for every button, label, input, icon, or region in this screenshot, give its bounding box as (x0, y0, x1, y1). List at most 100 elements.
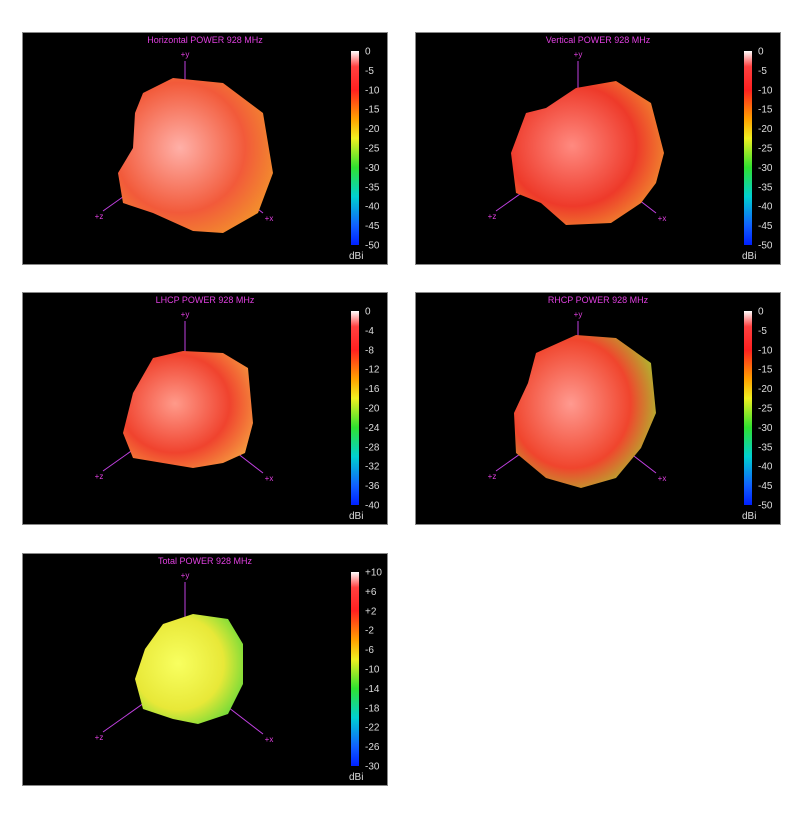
colorbar-tick-label: +2 (365, 606, 377, 617)
colorbar-tick-label: -20 (758, 124, 773, 135)
radiation-pattern (118, 78, 273, 233)
colorbar-tick-label: +6 (365, 587, 377, 598)
pattern-panel: Vertical POWER 928 MHz +y +z +x 0 -5 -10 -15 -20… (415, 32, 781, 265)
radiation-pattern (511, 81, 664, 225)
colorbar-tick-label: -50 (758, 501, 773, 512)
axis-label: +y (181, 571, 190, 580)
colorbar-tick-label: -15 (758, 365, 773, 376)
pattern-plot: Horizontal POWER 928 MHz +y +z +x 0 -5 -10 -15 -… (95, 35, 380, 262)
axis-label: +y (181, 50, 190, 59)
colorbar-tick-label: -10 (365, 665, 380, 676)
axis-label: +x (265, 474, 274, 483)
axis-label: +x (265, 214, 274, 223)
colorbar-tick-label: -12 (365, 365, 380, 376)
colorbar-tick-label: -40 (365, 202, 380, 213)
colorbar-tick-label: -10 (758, 85, 773, 96)
colorbar (351, 572, 359, 766)
axis-label: +y (181, 310, 190, 319)
colorbar-tick-label: -40 (758, 202, 773, 213)
colorbar-tick-label: -25 (758, 144, 773, 155)
panel-title: LHCP POWER 928 MHz (156, 295, 255, 305)
pattern-plot: Vertical POWER 928 MHz +y +z +x 0 -5 -10 -15 -20… (488, 35, 773, 262)
radiation-pattern (123, 351, 253, 468)
colorbar-tick-label: -5 (758, 66, 767, 77)
radiation-pattern (135, 614, 243, 724)
axis-label: +z (95, 212, 104, 221)
colorbar-tick-label: -35 (758, 182, 773, 193)
axis-label: +x (265, 735, 274, 744)
pattern-plot: LHCP POWER 928 MHz +y +z +x 0 -4 -8 -12 -16 -20 -2… (95, 295, 380, 522)
colorbar-tick-label: -30 (758, 423, 773, 434)
colorbar (744, 311, 752, 505)
colorbar-tick-label: -15 (758, 105, 773, 116)
colorbar-tick-label: -10 (365, 85, 380, 96)
colorbar-tick-label: -50 (365, 241, 380, 252)
colorbar-unit: dBi (742, 511, 756, 522)
colorbar-tick-label: 0 (365, 307, 371, 318)
colorbar-unit: dBi (742, 251, 756, 262)
colorbar-tick-label: -25 (758, 404, 773, 415)
pattern-plot: RHCP POWER 928 MHz +y +z +x 0 -5 -10 -15 -20 -25 -… (488, 295, 773, 522)
colorbar-tick-label: -45 (758, 481, 773, 492)
colorbar-tick-label: -40 (365, 501, 380, 512)
axis-label: +x (658, 214, 667, 223)
colorbar-tick-label: -6 (365, 645, 374, 656)
colorbar-tick-label: 0 (758, 307, 764, 318)
colorbar-tick-label: -20 (758, 384, 773, 395)
axis-label: +y (574, 50, 583, 59)
colorbar-tick-label: -20 (365, 404, 380, 415)
colorbar-tick-label: -45 (365, 221, 380, 232)
pattern-panel: Total POWER 928 MHz +y +z +x +10 +6 +2 -2 -6 -10 -… (22, 553, 388, 786)
pattern-panel: Horizontal POWER 928 MHz +y +z +x 0 -5 -10 -15 -… (22, 32, 388, 265)
colorbar (351, 311, 359, 505)
colorbar-unit: dBi (349, 772, 363, 783)
colorbar-unit: dBi (349, 251, 363, 262)
axis-label: +z (488, 472, 497, 481)
colorbar-tick-label: -35 (365, 182, 380, 193)
colorbar-tick-label: -16 (365, 384, 380, 395)
pattern-panel: LHCP POWER 928 MHz +y +z +x 0 -4 -8 -12 -16 -20 -2… (22, 292, 388, 525)
colorbar-tick-label: -8 (365, 345, 374, 356)
colorbar-tick-label: -10 (758, 345, 773, 356)
radiation-pattern (514, 335, 656, 488)
colorbar-tick-label: -25 (365, 144, 380, 155)
axis-label: +x (658, 474, 667, 483)
panel-title: Vertical POWER 928 MHz (546, 35, 651, 45)
colorbar-tick-label: -32 (365, 462, 380, 473)
colorbar-tick-label: -26 (365, 742, 380, 753)
axis-label: +z (488, 212, 497, 221)
colorbar-unit: dBi (349, 511, 363, 522)
colorbar-tick-label: -20 (365, 124, 380, 135)
colorbar-tick-label: -30 (365, 163, 380, 174)
colorbar-tick-label: -18 (365, 703, 380, 714)
colorbar-tick-label: 0 (365, 47, 371, 58)
colorbar-tick-label: -24 (365, 423, 380, 434)
colorbar (744, 51, 752, 245)
colorbar-tick-label: -30 (365, 762, 380, 773)
axis-label: +y (574, 310, 583, 319)
colorbar-tick-label: -2 (365, 626, 374, 637)
colorbar-tick-label: +10 (365, 568, 382, 579)
colorbar-tick-label: 0 (758, 47, 764, 58)
colorbar-tick-label: -50 (758, 241, 773, 252)
colorbar (351, 51, 359, 245)
colorbar-tick-label: -15 (365, 105, 380, 116)
colorbar-tick-label: -14 (365, 684, 380, 695)
panel-title: RHCP POWER 928 MHz (548, 295, 649, 305)
colorbar-tick-label: -40 (758, 462, 773, 473)
colorbar-tick-label: -45 (758, 221, 773, 232)
panel-title: Total POWER 928 MHz (158, 556, 253, 566)
colorbar-tick-label: -5 (365, 66, 374, 77)
panel-title: Horizontal POWER 928 MHz (147, 35, 263, 45)
colorbar-tick-label: -5 (758, 326, 767, 337)
axis-label: +z (95, 472, 104, 481)
pattern-panel: RHCP POWER 928 MHz +y +z +x 0 -5 -10 -15 -20 -25 -… (415, 292, 781, 525)
colorbar-tick-label: -36 (365, 481, 380, 492)
colorbar-tick-label: -30 (758, 163, 773, 174)
pattern-plot: Total POWER 928 MHz +y +z +x +10 +6 +2 -2 -6 -10 -… (95, 556, 383, 783)
colorbar-tick-label: -4 (365, 326, 374, 337)
axis-label: +z (95, 733, 104, 742)
colorbar-tick-label: -28 (365, 442, 380, 453)
colorbar-tick-label: -35 (758, 442, 773, 453)
